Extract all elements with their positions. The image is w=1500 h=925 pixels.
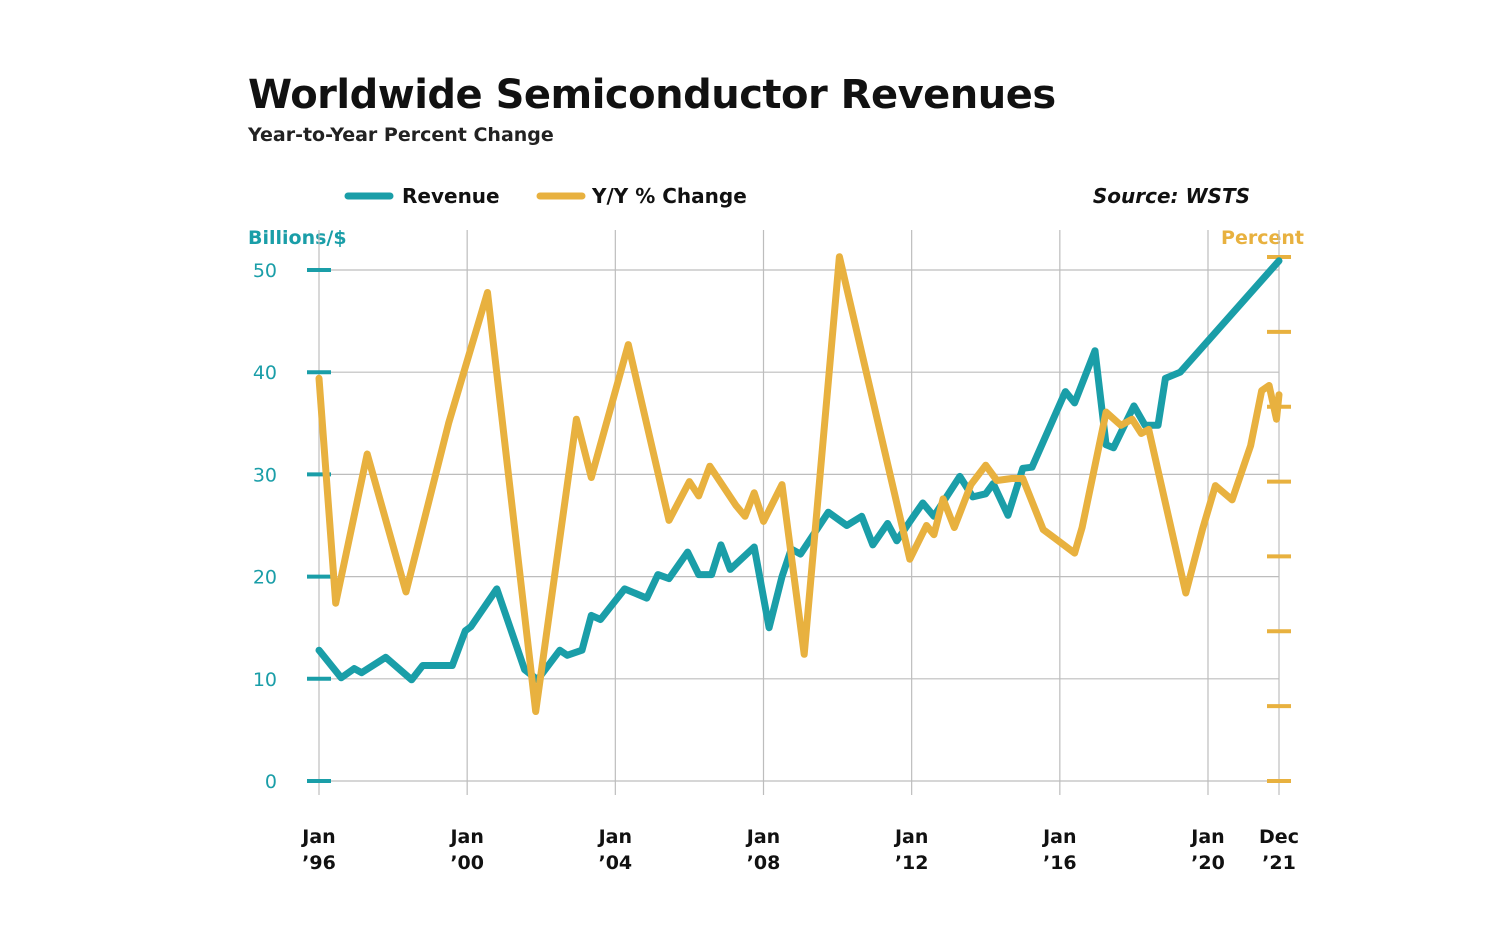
left-axis: 0 10 20 30 40 50	[253, 260, 331, 793]
x-tick-label-line1: Jan	[893, 826, 928, 848]
left-tick-label: 30	[253, 464, 277, 486]
left-tick-label: 40	[253, 362, 277, 384]
chart-title: Worldwide Semiconductor Revenues	[248, 72, 1056, 118]
x-tick-label-line1: Jan	[448, 826, 483, 848]
change-series-line	[315, 253, 1283, 715]
source-note: Source: WSTS	[1093, 184, 1250, 208]
x-tick-label-line2: ’08	[747, 852, 781, 874]
legend-label-change: Y/Y % Change	[591, 184, 747, 208]
x-tick-label-line1: Jan	[1041, 826, 1076, 848]
left-tick-label: 0	[265, 771, 277, 793]
legend: Revenue Y/Y % Change	[344, 184, 747, 208]
x-tick-label-line2: ’96	[302, 852, 336, 874]
left-axis-label: Billions/$	[248, 227, 347, 249]
chart-subtitle: Year-to-Year Percent Change	[248, 124, 554, 146]
x-tick-label-line1: Jan	[300, 826, 335, 848]
x-tick-label-line2: ’16	[1043, 852, 1077, 874]
right-axis	[1267, 255, 1291, 783]
left-tick-label: 50	[253, 260, 277, 282]
left-tick-label: 20	[253, 567, 277, 589]
x-tick-label-line2: ’12	[895, 852, 929, 874]
right-axis-label: Percent	[1221, 227, 1304, 249]
x-tick-label-line2: ’04	[598, 852, 632, 874]
legend-label-revenue: Revenue	[402, 184, 500, 208]
series-layer	[315, 253, 1283, 715]
x-axis: Jan ’96 Jan ’00 Jan ’04 Jan ’08 Jan ’12 Jan ’16 Jan ’…	[300, 826, 1299, 874]
x-tick-label-line2: ’00	[450, 852, 484, 874]
left-tick-label: 10	[253, 669, 277, 691]
x-tick-label-line1: Jan	[745, 826, 780, 848]
x-tick-label-line2: ’21	[1262, 852, 1296, 874]
x-tick-label-line1: Jan	[1189, 826, 1224, 848]
x-tick-label-line2: ’20	[1191, 852, 1225, 874]
x-tick-label-line1: Dec	[1259, 826, 1299, 848]
revenue-series-line	[315, 257, 1283, 684]
grid	[318, 230, 1280, 795]
x-tick-label-line1: Jan	[597, 826, 632, 848]
